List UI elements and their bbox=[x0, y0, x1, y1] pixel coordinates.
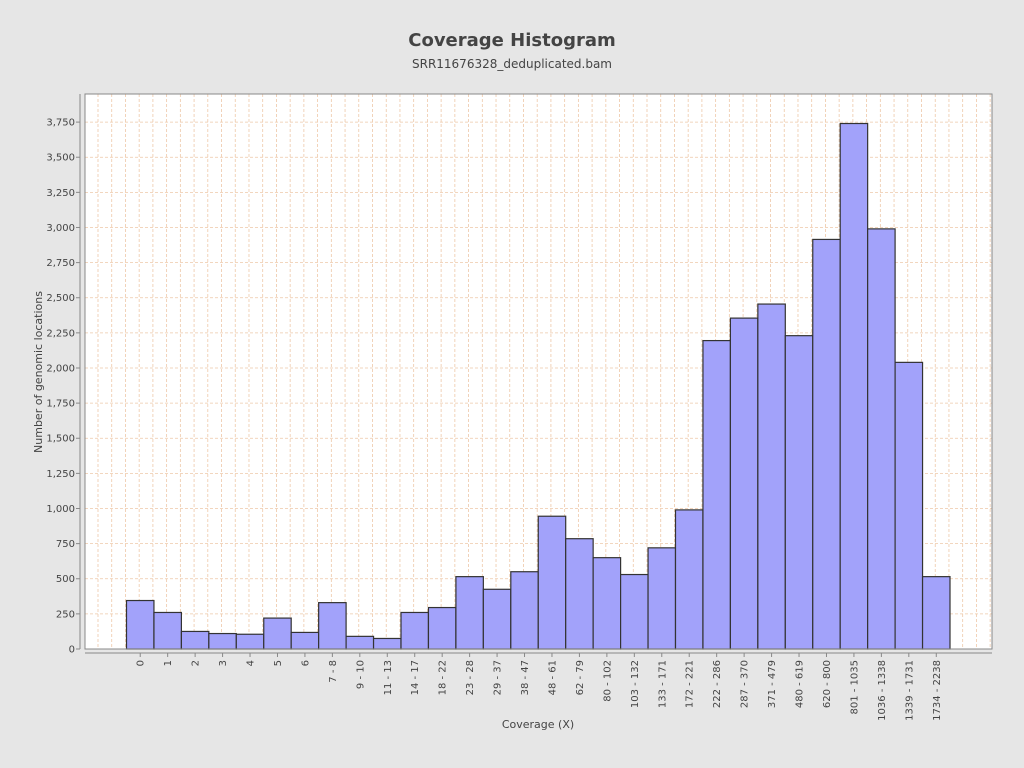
bar-1 bbox=[153, 611, 182, 650]
bar-18 bbox=[619, 573, 649, 650]
bar-9 bbox=[372, 637, 402, 650]
bar-4 bbox=[235, 633, 265, 650]
y-tick-label-12: 3,000 bbox=[46, 223, 75, 234]
x-tick-label-0: 0 bbox=[136, 660, 147, 666]
bar-14 bbox=[510, 571, 539, 650]
x-tick-label-12: 23 - 28 bbox=[465, 660, 476, 695]
bar-11 bbox=[427, 606, 457, 650]
x-tick-label-28: 1339 - 1731 bbox=[904, 660, 915, 721]
x-tick-label-15: 48 - 61 bbox=[547, 660, 558, 695]
bar-29 bbox=[921, 576, 951, 650]
x-tick-label-11: 18 - 22 bbox=[438, 660, 449, 695]
x-axis-label: Coverage (X) bbox=[502, 718, 574, 731]
plot-border bbox=[84, 93, 993, 650]
x-tick-label-6: 6 bbox=[300, 660, 311, 666]
x-tick-label-7: 7 - 8 bbox=[328, 660, 339, 683]
x-tick-label-13: 29 - 37 bbox=[493, 660, 504, 695]
bar-19 bbox=[647, 547, 677, 650]
y-tick-label-10: 2,500 bbox=[46, 293, 75, 304]
bar-13 bbox=[482, 588, 512, 650]
bar-24 bbox=[784, 335, 814, 650]
bar-27 bbox=[867, 228, 896, 650]
x-tick-label-24: 480 - 619 bbox=[795, 660, 806, 708]
y-tick-label-7: 1,750 bbox=[46, 399, 75, 410]
x-tick-label-17: 80 - 102 bbox=[602, 660, 613, 702]
bar-5 bbox=[263, 617, 292, 650]
x-tick-label-29: 1734 - 2238 bbox=[932, 660, 943, 721]
y-tick-label-4: 1,000 bbox=[46, 504, 75, 515]
bar-8 bbox=[345, 635, 375, 650]
x-tick-label-5: 5 bbox=[273, 660, 284, 666]
x-tick-label-27: 1036 - 1338 bbox=[877, 660, 888, 721]
x-tick-label-1: 1 bbox=[163, 660, 174, 666]
x-tick-label-4: 4 bbox=[246, 660, 257, 666]
x-tick-label-21: 222 - 286 bbox=[712, 660, 723, 708]
x-tick-label-22: 287 - 370 bbox=[740, 660, 751, 708]
y-tick-label-5: 1,250 bbox=[46, 469, 75, 480]
x-tick-label-18: 103 - 132 bbox=[630, 660, 641, 708]
bar-25 bbox=[812, 238, 841, 650]
y-tick-labels: 0 250 500 750 1,000 1,250 1,500 1,750 2,000 2,250… bbox=[46, 118, 75, 656]
bar-15 bbox=[537, 515, 567, 650]
x-tick-label-26: 801 - 1035 bbox=[849, 660, 860, 715]
bar-10 bbox=[400, 611, 430, 650]
y-axis-label: Number of genomic locations bbox=[32, 291, 45, 453]
x-tick-label-10: 14 - 17 bbox=[410, 660, 421, 695]
x-tick-label-16: 62 - 79 bbox=[575, 660, 586, 695]
chart-subtitle: SRR11676328_deduplicated.bam bbox=[411, 57, 612, 71]
x-tick-label-14: 38 - 47 bbox=[520, 660, 531, 695]
y-tick-label-6: 1,500 bbox=[46, 434, 75, 445]
bar-2 bbox=[180, 630, 210, 650]
x-tick-label-9: 11 - 13 bbox=[383, 660, 394, 695]
y-tick-label-14: 3,500 bbox=[46, 153, 75, 164]
bar-21 bbox=[702, 339, 732, 650]
chart-title: Coverage Histogram bbox=[408, 30, 616, 51]
bar-20 bbox=[674, 509, 704, 650]
bars bbox=[125, 122, 951, 650]
axes bbox=[76, 93, 993, 657]
y-tick-label-2: 500 bbox=[56, 574, 75, 585]
bar-12 bbox=[455, 576, 484, 650]
x-tick-label-25: 620 - 800 bbox=[822, 660, 833, 708]
bar-0 bbox=[125, 599, 155, 650]
y-tick-label-13: 3,250 bbox=[46, 188, 75, 199]
bar-16 bbox=[565, 538, 594, 650]
y-tick-label-1: 250 bbox=[56, 609, 75, 620]
x-tick-label-2: 2 bbox=[191, 660, 202, 666]
bar-23 bbox=[757, 303, 786, 650]
bar-26 bbox=[839, 122, 869, 650]
x-tick-label-20: 172 - 221 bbox=[685, 660, 696, 708]
y-tick-label-3: 750 bbox=[56, 539, 75, 550]
y-tick-label-11: 2,750 bbox=[46, 258, 75, 269]
x-tick-label-3: 3 bbox=[218, 660, 229, 666]
y-tick-label-9: 2,250 bbox=[46, 328, 75, 339]
bar-6 bbox=[290, 631, 320, 650]
bar-22 bbox=[729, 317, 759, 650]
y-tick-label-0: 0 bbox=[69, 645, 75, 656]
x-tick-label-23: 371 - 479 bbox=[767, 660, 778, 708]
x-tick-label-19: 133 - 171 bbox=[657, 660, 668, 708]
bar-28 bbox=[894, 361, 924, 650]
x-tick-labels: 0 1 2 3 4 5 6 7 - 8 9 - 10 11 - 13 14 - 17 18 - 22 2… bbox=[136, 660, 943, 721]
y-tick-label-8: 2,000 bbox=[46, 363, 75, 374]
bar-17 bbox=[592, 557, 622, 650]
x-tick-label-8: 9 - 10 bbox=[355, 660, 366, 689]
y-tick-label-15: 3,750 bbox=[46, 118, 75, 129]
bar-3 bbox=[208, 632, 237, 650]
bar-7 bbox=[318, 602, 347, 650]
